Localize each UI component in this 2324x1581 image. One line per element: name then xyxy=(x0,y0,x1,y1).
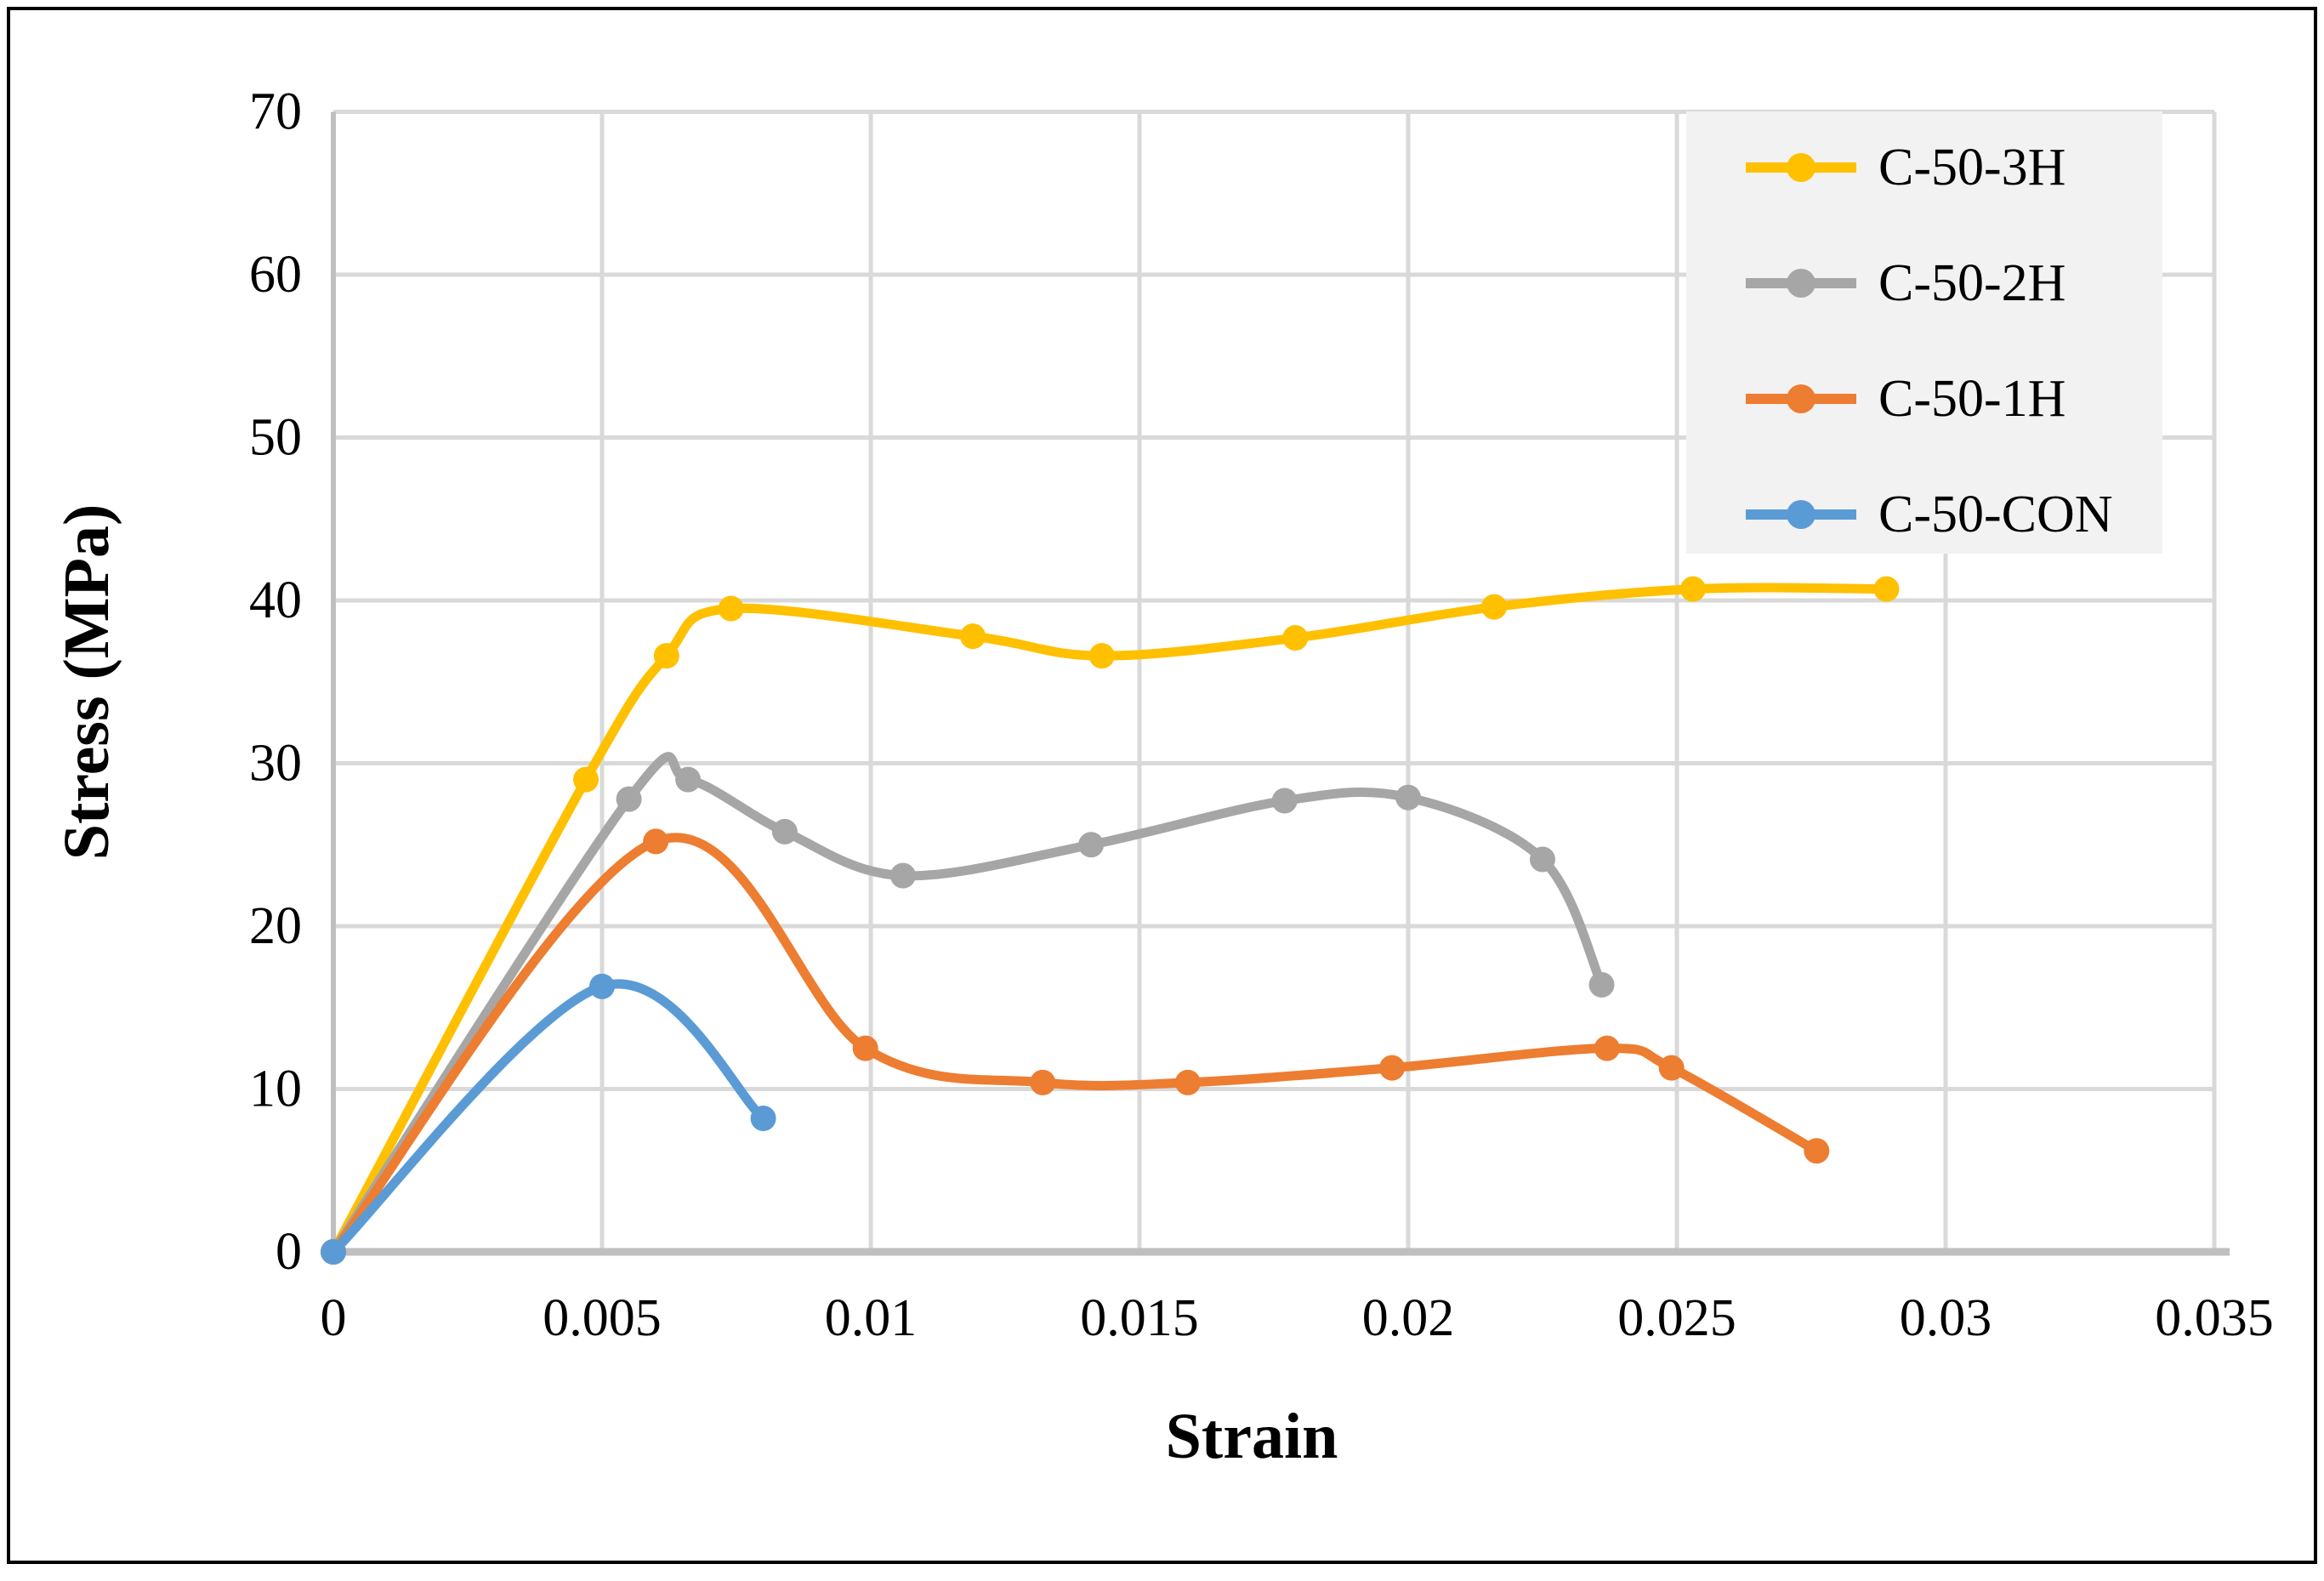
data-point-marker-C-50-CON xyxy=(589,973,615,999)
data-point-marker-C-50-1H xyxy=(1804,1138,1830,1164)
y-tick-label: 10 xyxy=(249,1061,302,1118)
x-tick-label: 0.015 xyxy=(1080,1289,1199,1347)
x-tick-label: 0 xyxy=(321,1289,347,1347)
data-point-marker-C-50-3H xyxy=(653,643,679,669)
legend-item-label-C-50-1H: C-50-1H xyxy=(1878,370,2065,428)
data-point-marker-C-50-3H xyxy=(573,766,599,793)
data-point-marker-C-50-3H xyxy=(1282,625,1309,651)
data-point-marker-C-50-2H xyxy=(1078,832,1105,858)
data-point-marker-C-50-2H xyxy=(675,766,702,793)
legend-swatch-marker-C-50-3H xyxy=(1787,153,1815,182)
x-tick-label: 0.025 xyxy=(1617,1289,1736,1347)
data-point-marker-C-50-1H xyxy=(643,828,669,855)
data-point-marker-C-50-1H xyxy=(1379,1055,1406,1081)
legend-item-label-C-50-2H: C-50-2H xyxy=(1878,254,2065,312)
y-tick-label: 40 xyxy=(249,572,302,629)
series-line-C-50-1H xyxy=(328,833,1821,1257)
series-line-C-50-CON xyxy=(328,979,769,1257)
data-point-marker-C-50-2H xyxy=(1530,846,1555,873)
data-point-marker-C-50-1H xyxy=(852,1035,878,1061)
y-tick-label: 50 xyxy=(249,409,302,467)
data-point-marker-C-50-1H xyxy=(1658,1055,1685,1081)
data-point-marker-C-50-3H xyxy=(1481,594,1508,620)
data-point-marker-C-50-2H xyxy=(771,818,798,845)
y-tick-label: 30 xyxy=(249,735,302,793)
data-point-marker-C-50-3H xyxy=(960,623,986,650)
x-tick-label: 0.005 xyxy=(543,1289,662,1347)
data-point-marker-C-50-3H xyxy=(1679,576,1706,602)
y-axis-title: Stress (MPa) xyxy=(51,504,122,861)
x-axis-title: Strain xyxy=(1166,1401,1338,1472)
data-point-marker-C-50-3H xyxy=(1873,576,1900,602)
y-tick-label: 20 xyxy=(249,897,302,955)
y-tick-label: 0 xyxy=(276,1223,302,1281)
legend-item-label-C-50-3H: C-50-3H xyxy=(1878,139,2065,196)
y-tick-label: 60 xyxy=(249,246,302,304)
data-point-marker-C-50-1H xyxy=(1030,1069,1056,1095)
data-point-marker-C-50-1H xyxy=(1174,1069,1201,1095)
data-point-marker-C-50-CON xyxy=(321,1239,346,1265)
data-point-marker-C-50-2H xyxy=(1271,788,1298,814)
legend-swatch-marker-C-50-1H xyxy=(1787,384,1815,413)
y-tick-label: 70 xyxy=(249,83,302,141)
data-point-marker-C-50-CON xyxy=(750,1105,776,1131)
legend-swatch-marker-C-50-CON xyxy=(1787,500,1815,529)
series-line-C-50-2H xyxy=(328,752,1607,1257)
data-point-marker-C-50-2H xyxy=(1395,784,1421,810)
figure-border: 0 10 20 30 40 50 60 70 0 0.005 0.01 0.015 0.02 0.025 0… xyxy=(7,7,2317,1564)
legend xyxy=(1686,111,2162,554)
data-point-marker-C-50-3H xyxy=(718,595,744,622)
x-tick-label: 0.02 xyxy=(1362,1289,1455,1347)
x-tick-label: 0.035 xyxy=(2155,1289,2274,1347)
x-tick-label: 0.03 xyxy=(1900,1289,1992,1347)
data-point-marker-C-50-3H xyxy=(1088,643,1115,669)
stress-strain-chart: 0 10 20 30 40 50 60 70 0 0.005 0.01 0.015 0.02 0.025 0… xyxy=(51,83,2274,1473)
data-point-marker-C-50-2H xyxy=(889,862,916,889)
data-point-marker-C-50-2H xyxy=(1588,971,1615,998)
legend-swatch-marker-C-50-2H xyxy=(1787,269,1815,298)
legend-item-label-C-50-CON: C-50-CON xyxy=(1878,486,2113,543)
x-tick-label: 0.01 xyxy=(825,1289,918,1347)
data-point-marker-C-50-1H xyxy=(1594,1035,1620,1061)
data-point-marker-C-50-2H xyxy=(616,786,642,812)
